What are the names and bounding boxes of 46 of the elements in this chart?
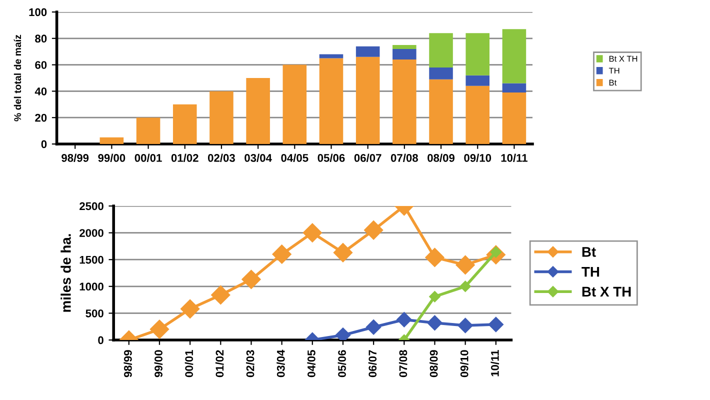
- y-tick-label: 0: [41, 140, 47, 148]
- x-tick-label: 10/11: [501, 154, 528, 162]
- y-tick-label: 0: [98, 336, 104, 344]
- x-tick-label: 10/11: [490, 350, 500, 376]
- x-tick-label: 99/00: [154, 350, 163, 378]
- y-tick-label: 40: [34, 87, 47, 96]
- x-tick-label: 04/05: [281, 154, 308, 162]
- legend-label: Bt X TH: [609, 56, 638, 62]
- x-tick-label: 07/08: [398, 350, 408, 378]
- x-tick-label: 09/10: [460, 350, 468, 378]
- legend-label: Bt: [609, 80, 617, 86]
- x-tick-label: 06/07: [354, 154, 382, 162]
- x-tick-label: 05/06: [338, 350, 346, 378]
- y-tick-label: 2500: [80, 202, 104, 210]
- x-tick-label: 02/03: [246, 350, 254, 378]
- y-tick-label: 20: [35, 114, 47, 122]
- y-tick-label: 1500: [80, 256, 104, 264]
- y-axis-title: miles de ha.: [60, 234, 71, 312]
- y-axis-title: % del total de maíz: [14, 34, 22, 122]
- x-tick-label: 09/10: [464, 154, 492, 162]
- x-tick-label: 06/07: [368, 350, 377, 378]
- legend-label: TH: [582, 267, 600, 277]
- x-tick-label: 98/99: [124, 350, 132, 378]
- x-tick-label: 07/08: [390, 154, 418, 162]
- x-tick-label: 02/03: [208, 154, 235, 162]
- x-tick-label: 98/99: [62, 154, 89, 162]
- legend-label: TH: [608, 68, 620, 74]
- legend-label: Bt X TH: [582, 286, 631, 297]
- x-tick-label: 03/04: [276, 350, 285, 378]
- x-tick-label: 01/02: [215, 350, 224, 378]
- legend-label: Bt: [582, 247, 596, 257]
- x-tick-label: 03/04: [244, 154, 272, 162]
- x-tick-label: 99/00: [98, 154, 126, 162]
- y-tick-label: 60: [35, 61, 47, 69]
- x-tick-label: 08/09: [430, 350, 438, 378]
- y-tick-label: 500: [86, 309, 104, 318]
- x-tick-label: 08/09: [428, 154, 455, 162]
- y-tick-label: 2000: [80, 229, 104, 237]
- x-tick-label: 05/06: [318, 154, 345, 162]
- y-tick-label: 80: [35, 34, 47, 43]
- x-tick-label: 01/02: [171, 154, 198, 162]
- y-tick-label: 100: [29, 8, 47, 16]
- x-tick-label: 00/01: [184, 350, 194, 378]
- x-tick-label: 00/01: [134, 154, 162, 162]
- x-tick-label: 04/05: [307, 350, 316, 378]
- y-tick-label: 1000: [80, 282, 104, 291]
